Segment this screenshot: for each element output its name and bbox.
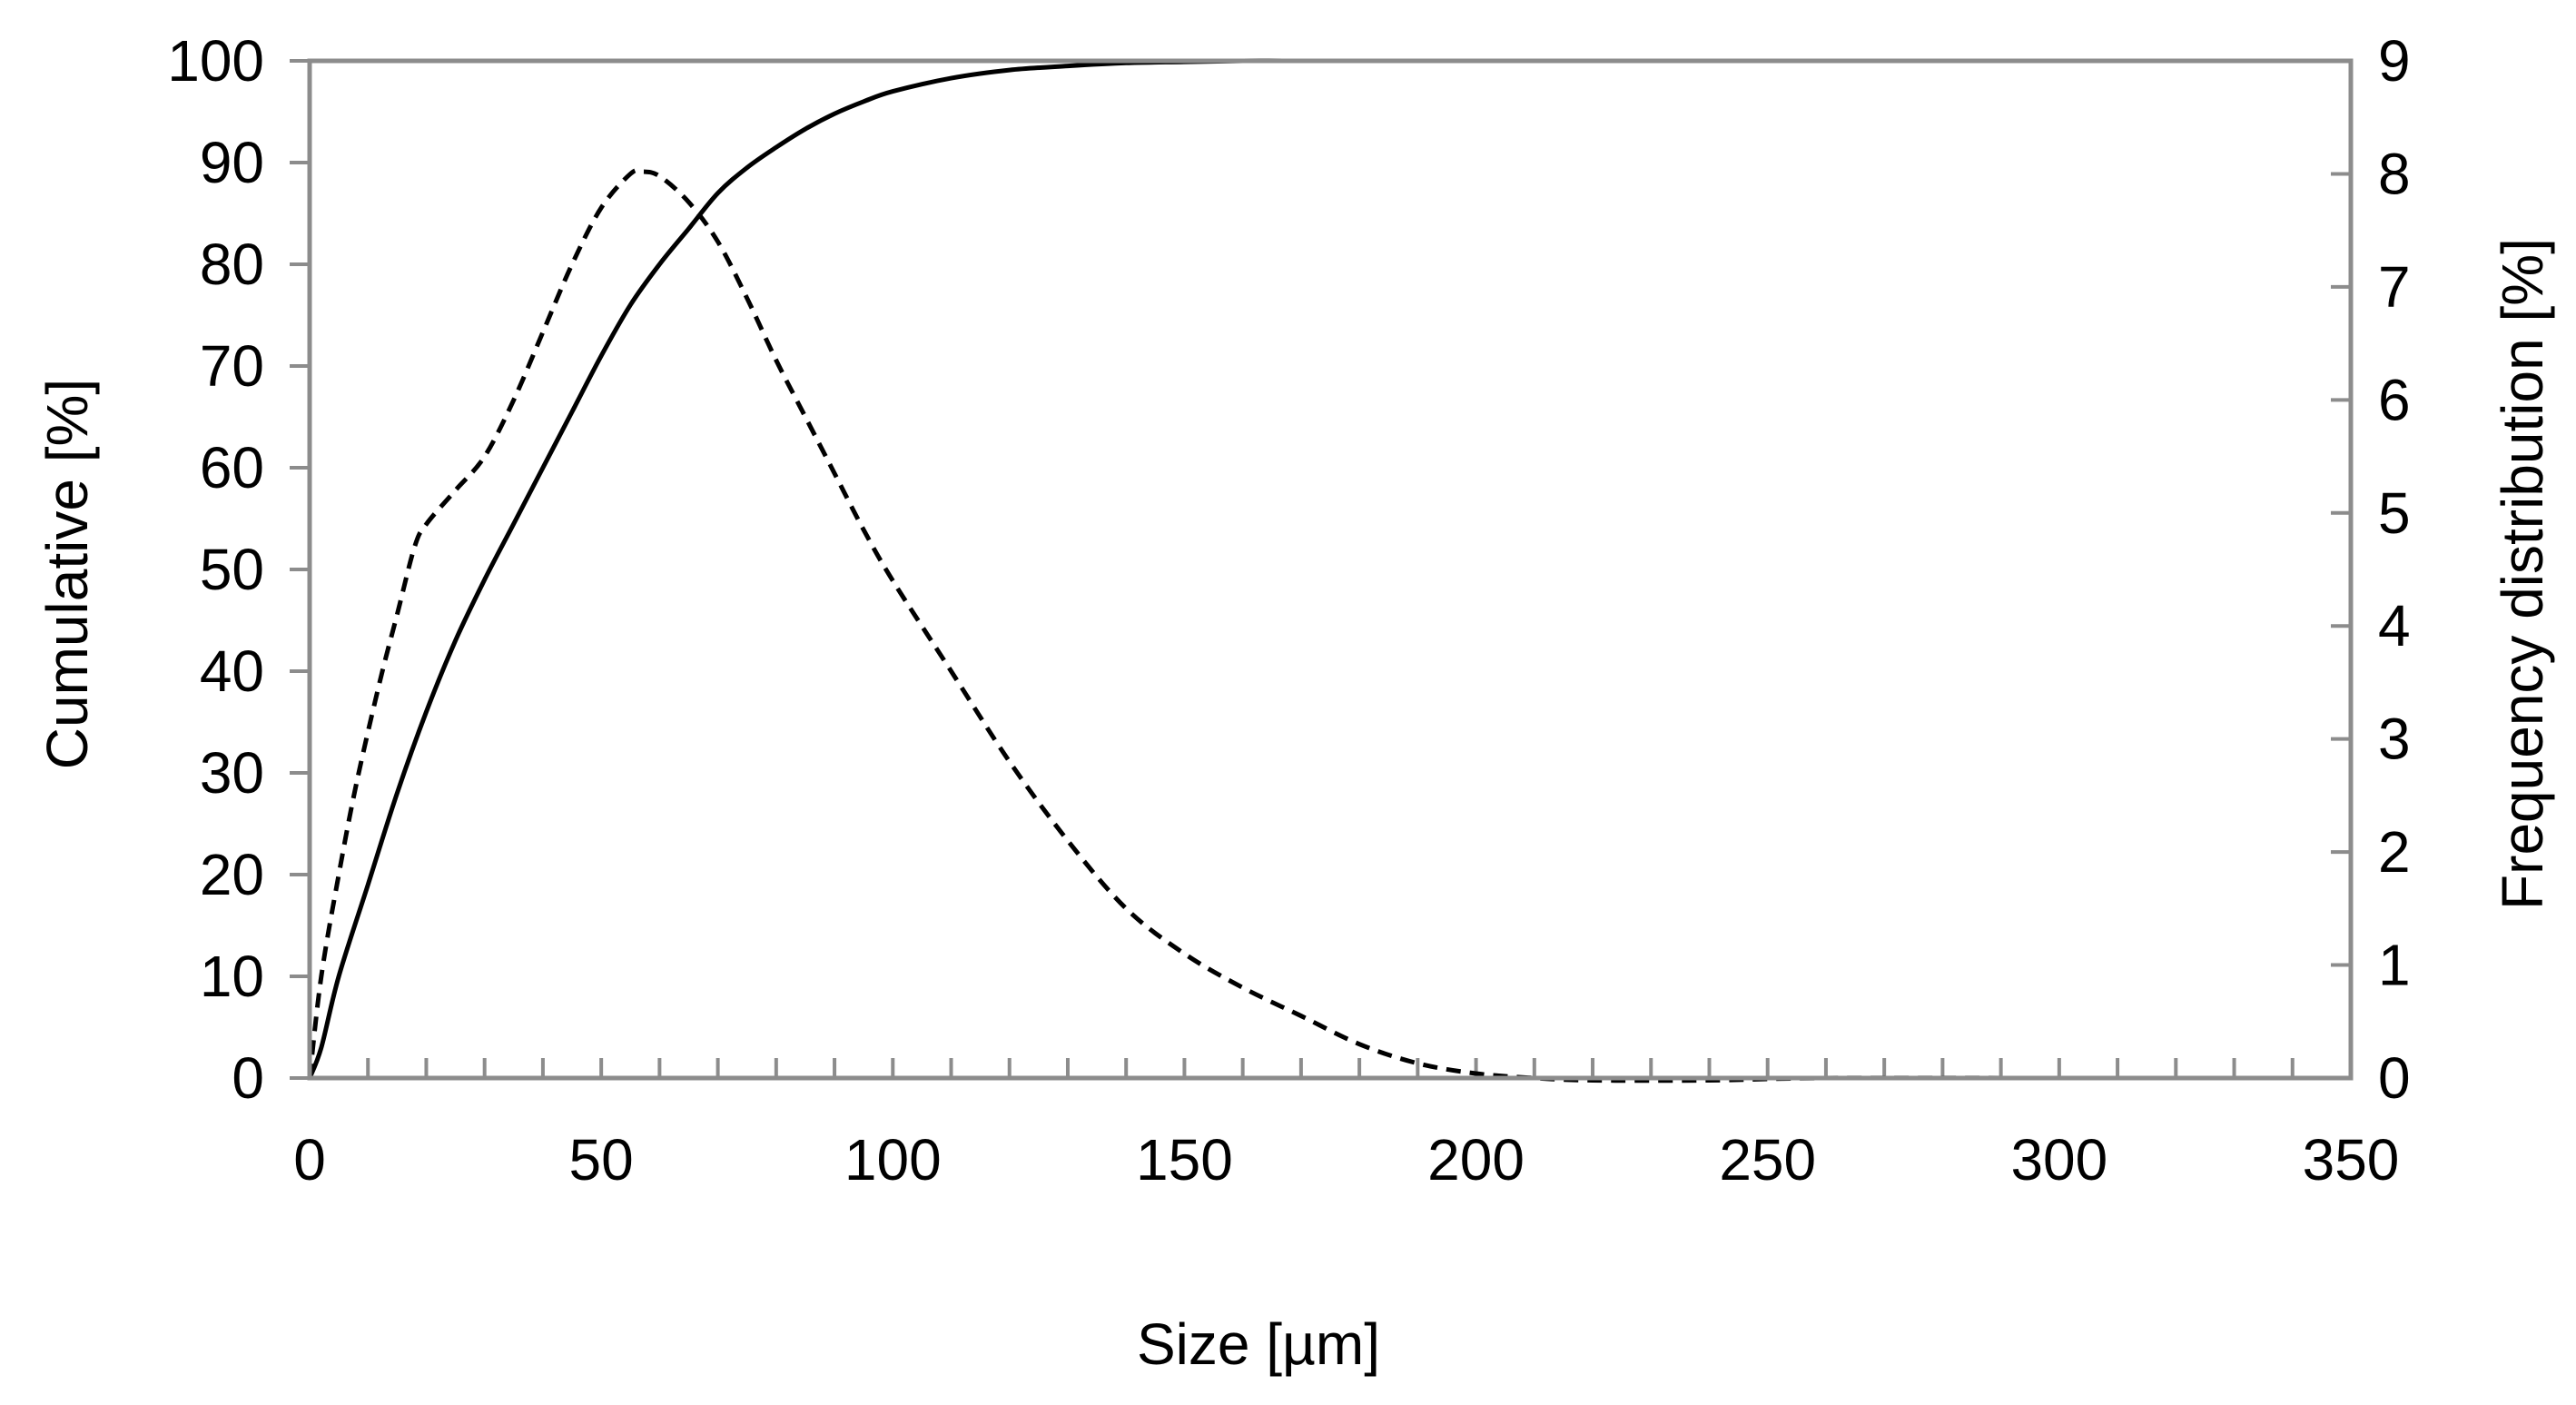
left-y-tick-label: 100 [167, 28, 264, 94]
right-y-tick-label: 2 [2378, 819, 2411, 885]
right-y-tick-label: 8 [2378, 141, 2411, 206]
left-y-tick-label: 20 [200, 842, 264, 907]
left-y-tick-label: 70 [200, 333, 264, 399]
left-y-tick-label: 50 [200, 537, 264, 602]
x-tick-label: 50 [569, 1127, 634, 1192]
right-y-tick-label: 5 [2378, 480, 2411, 546]
x-tick-label: 300 [2010, 1127, 2107, 1192]
left-y-tick-label: 80 [200, 232, 264, 297]
left-y-tick-label: 40 [200, 638, 264, 704]
left-y-tick-label: 0 [232, 1045, 264, 1111]
right-y-tick-label: 1 [2378, 933, 2411, 998]
frequency-distribution-line [307, 168, 2351, 1083]
left-y-tick-label: 60 [200, 435, 264, 500]
series-layer [307, 58, 2351, 1083]
right-y-tick-label: 6 [2378, 367, 2411, 432]
plot-area-frame [307, 58, 2354, 1081]
cumulative-line [307, 58, 2351, 1079]
right-y-tick-label: 3 [2378, 707, 2411, 772]
right-y-tick-label: 0 [2378, 1045, 2411, 1111]
x-axis-ticks [366, 1058, 2295, 1078]
left-y-tick-label: 10 [200, 944, 264, 1009]
left-y-axis-title: Cumulative [%] [35, 379, 100, 769]
x-tick-label: 0 [293, 1127, 326, 1192]
right-y-tick-label: 7 [2378, 254, 2411, 320]
left-y-axis-ticks [290, 59, 310, 1080]
x-tick-label: 350 [2303, 1127, 2400, 1192]
x-tick-label: 150 [1136, 1127, 1233, 1192]
left-y-tick-label: 90 [200, 130, 264, 195]
right-y-tick-label: 9 [2378, 28, 2411, 94]
left-y-tick-label: 30 [200, 740, 264, 806]
x-tick-label: 200 [1427, 1127, 1525, 1192]
x-tick-label: 100 [844, 1127, 942, 1192]
right-y-tick-label: 4 [2378, 593, 2411, 658]
x-tick-label: 250 [1719, 1127, 1816, 1192]
right-y-axis-title: Frequency distribution [%] [2490, 238, 2555, 910]
right-y-axis-ticks [2331, 59, 2351, 1080]
x-axis-title: Size [µm] [1137, 1311, 1380, 1377]
